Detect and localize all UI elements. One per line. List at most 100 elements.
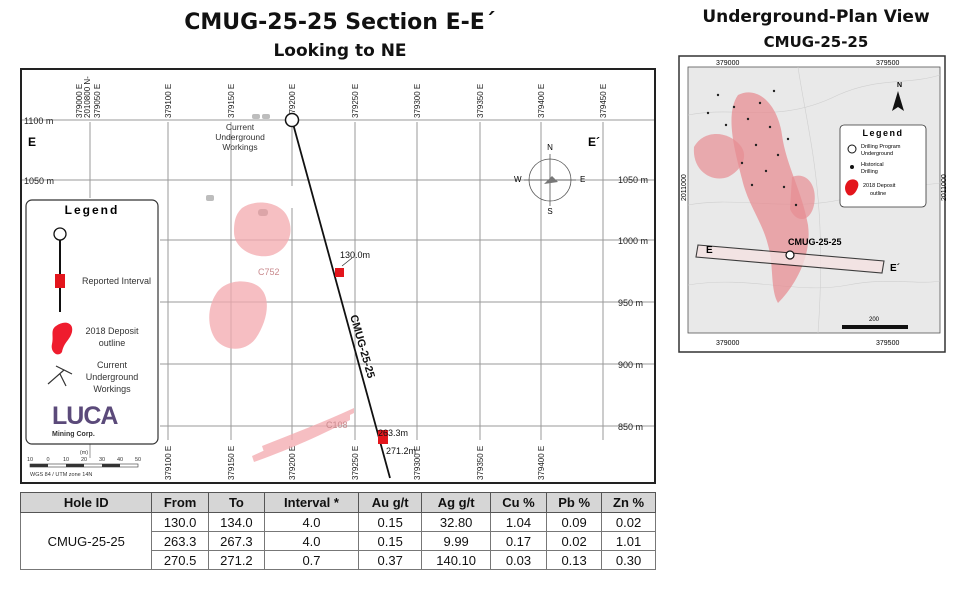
intercept-label-0: 130.0m: [340, 250, 370, 260]
scale-tick-6: 50: [135, 457, 141, 463]
section-title: CMUG-25-25 Section E-E´: [184, 10, 496, 35]
table-cell: 0.02: [601, 512, 656, 532]
deposit-outlines: [209, 202, 354, 462]
plan-legend-drilling-0: Drilling Program: [861, 144, 901, 150]
collar-marker: [284, 112, 300, 128]
section-end-right: E´: [588, 135, 600, 149]
scale-tick-4: 30: [99, 457, 105, 463]
plan-hole-label: CMUG-25-25: [788, 237, 842, 247]
tick-bottom-1: 379150 E: [227, 446, 236, 480]
tick-top-5: 379250 E: [351, 84, 360, 118]
workings-label-line-1: Underground: [215, 132, 265, 142]
workings-label-line-2: Workings: [222, 142, 257, 152]
deposit-c752-upper: [234, 202, 291, 257]
elev-right-4: 850 m: [618, 422, 643, 432]
cross-section: 379000 E 2010800 N- 379050 E 379100 E 37…: [20, 68, 656, 484]
plan-legend-historical-icon: [850, 165, 854, 169]
legend-deposit-icon: [51, 322, 73, 355]
tick-top-7: 379350 E: [476, 84, 485, 118]
plan-subtitle: CMUG-25-25: [763, 33, 869, 51]
scale-tick-1: 0: [46, 457, 49, 463]
legend-workings-line-1: Underground: [86, 372, 139, 382]
plan-deposit-main: [731, 92, 809, 303]
plan-legend-historical-1: Drilling: [861, 169, 878, 175]
elev-right-2: 950 m: [618, 298, 643, 308]
elev-right-0: 1050 m: [618, 175, 648, 185]
col-to: To: [207, 492, 266, 513]
col-pb: Pb %: [546, 492, 603, 513]
section-subtitle: Looking to NE: [273, 41, 407, 61]
plan-tick-top-1: 379500: [876, 60, 899, 67]
legend-workings-line-0: Current: [97, 360, 128, 370]
plan-legend-deposit-1: outline: [870, 191, 886, 197]
plan-scale-label: 200: [869, 317, 880, 323]
table-cell: 267.3: [207, 531, 266, 551]
table-cell: 0.15: [357, 512, 423, 532]
deposit-c752-lower: [209, 281, 267, 349]
legend-reported-interval: Reported Interval: [82, 276, 151, 286]
legend-collar-icon: [53, 227, 67, 241]
table-cell: 32.80: [421, 512, 491, 532]
elev-left-0: 1100 m: [24, 116, 53, 126]
interval-130m: [335, 268, 344, 277]
plan-legend-title: Legend: [862, 128, 903, 138]
plan-tick-bottom-1: 379500: [876, 340, 899, 347]
tick-top-9: 379450 E: [599, 84, 608, 118]
table-cell: 130.0: [151, 512, 209, 532]
compass-w: W: [514, 175, 522, 184]
plan-end-left: E: [706, 245, 713, 256]
plan-view: 379000 379500 379000 379500 2011000 2011…: [678, 55, 946, 353]
table-cell: 0.03: [489, 550, 548, 570]
deposit-label-c108: C108: [326, 420, 348, 430]
legend-title: Legend: [65, 203, 120, 217]
tick-top-0: 379000 E: [75, 84, 84, 118]
tick-top-4: 379200 E: [288, 84, 297, 118]
workings-label-line-0: Current: [226, 122, 255, 132]
north-arrow-icon: N: [892, 82, 904, 111]
top-easting-labels: 379000 E 2010800 N- 379050 E 379100 E 37…: [75, 76, 608, 118]
tick-bottom-2: 379200 E: [288, 446, 297, 480]
table-cell: 1.04: [489, 512, 548, 532]
table-cell: 263.3: [151, 531, 209, 551]
luca-logo-sub: Mining Corp.: [52, 431, 95, 438]
deposit-c108-b: [262, 408, 354, 452]
scale-crs: WGS 84 / UTM zone 14N: [30, 472, 92, 478]
intercept-leader-0: [341, 257, 353, 267]
compass-s: S: [547, 207, 552, 216]
col-cu: Cu %: [489, 492, 548, 513]
intercept-label-2: 271.2m: [386, 446, 416, 456]
table-cell: 134.0: [207, 512, 266, 532]
elev-left-1: 1050 m: [24, 176, 54, 186]
plan-title: Underground-Plan View: [702, 7, 930, 27]
scale-tick-0: 10: [27, 457, 33, 463]
table-cell: 0.15: [357, 531, 423, 551]
plan-end-right: E´: [890, 263, 900, 274]
compass-e: E: [580, 175, 585, 184]
plan-tick-right: 2011000: [941, 174, 946, 201]
tick-bottom-4: 379300 E: [413, 446, 422, 480]
north-label: N: [897, 82, 902, 89]
plan-tick-left: 2011000: [681, 174, 688, 201]
plan-legend-drilling-1: Underground: [861, 151, 893, 157]
plan-legend-deposit-icon: [845, 179, 859, 196]
tick-bottom-3: 379250 E: [351, 446, 360, 480]
table-cell: 0.09: [546, 512, 603, 532]
legend-workings-icon: [47, 365, 73, 387]
col-zn: Zn %: [601, 492, 656, 513]
plan-historical-drilling: [706, 89, 798, 207]
col-ag: Ag g/t: [421, 492, 491, 513]
col-au: Au g/t: [357, 492, 423, 513]
section-end-left: E: [28, 135, 36, 149]
deposit-label-c752: C752: [258, 267, 280, 277]
section-legend: Legend Reported Interval 2018 Deposit ou…: [25, 199, 159, 445]
hole-id-cell: CMUG-25-25: [19, 512, 153, 570]
elev-right-3: 900 m: [618, 360, 643, 370]
legend-interval-icon: [55, 274, 65, 288]
col-hole-id: Hole ID: [19, 492, 153, 513]
scale-tick-2: 10: [63, 457, 69, 463]
table-cell: 0.7: [264, 550, 359, 570]
plan-legend: Legend Drilling Program Underground Hist…: [839, 124, 927, 208]
elev-right-1: 1000 m: [618, 236, 648, 246]
plan-legend-historical-0: Historical: [861, 162, 884, 168]
table-cell: 1.01: [601, 531, 656, 551]
